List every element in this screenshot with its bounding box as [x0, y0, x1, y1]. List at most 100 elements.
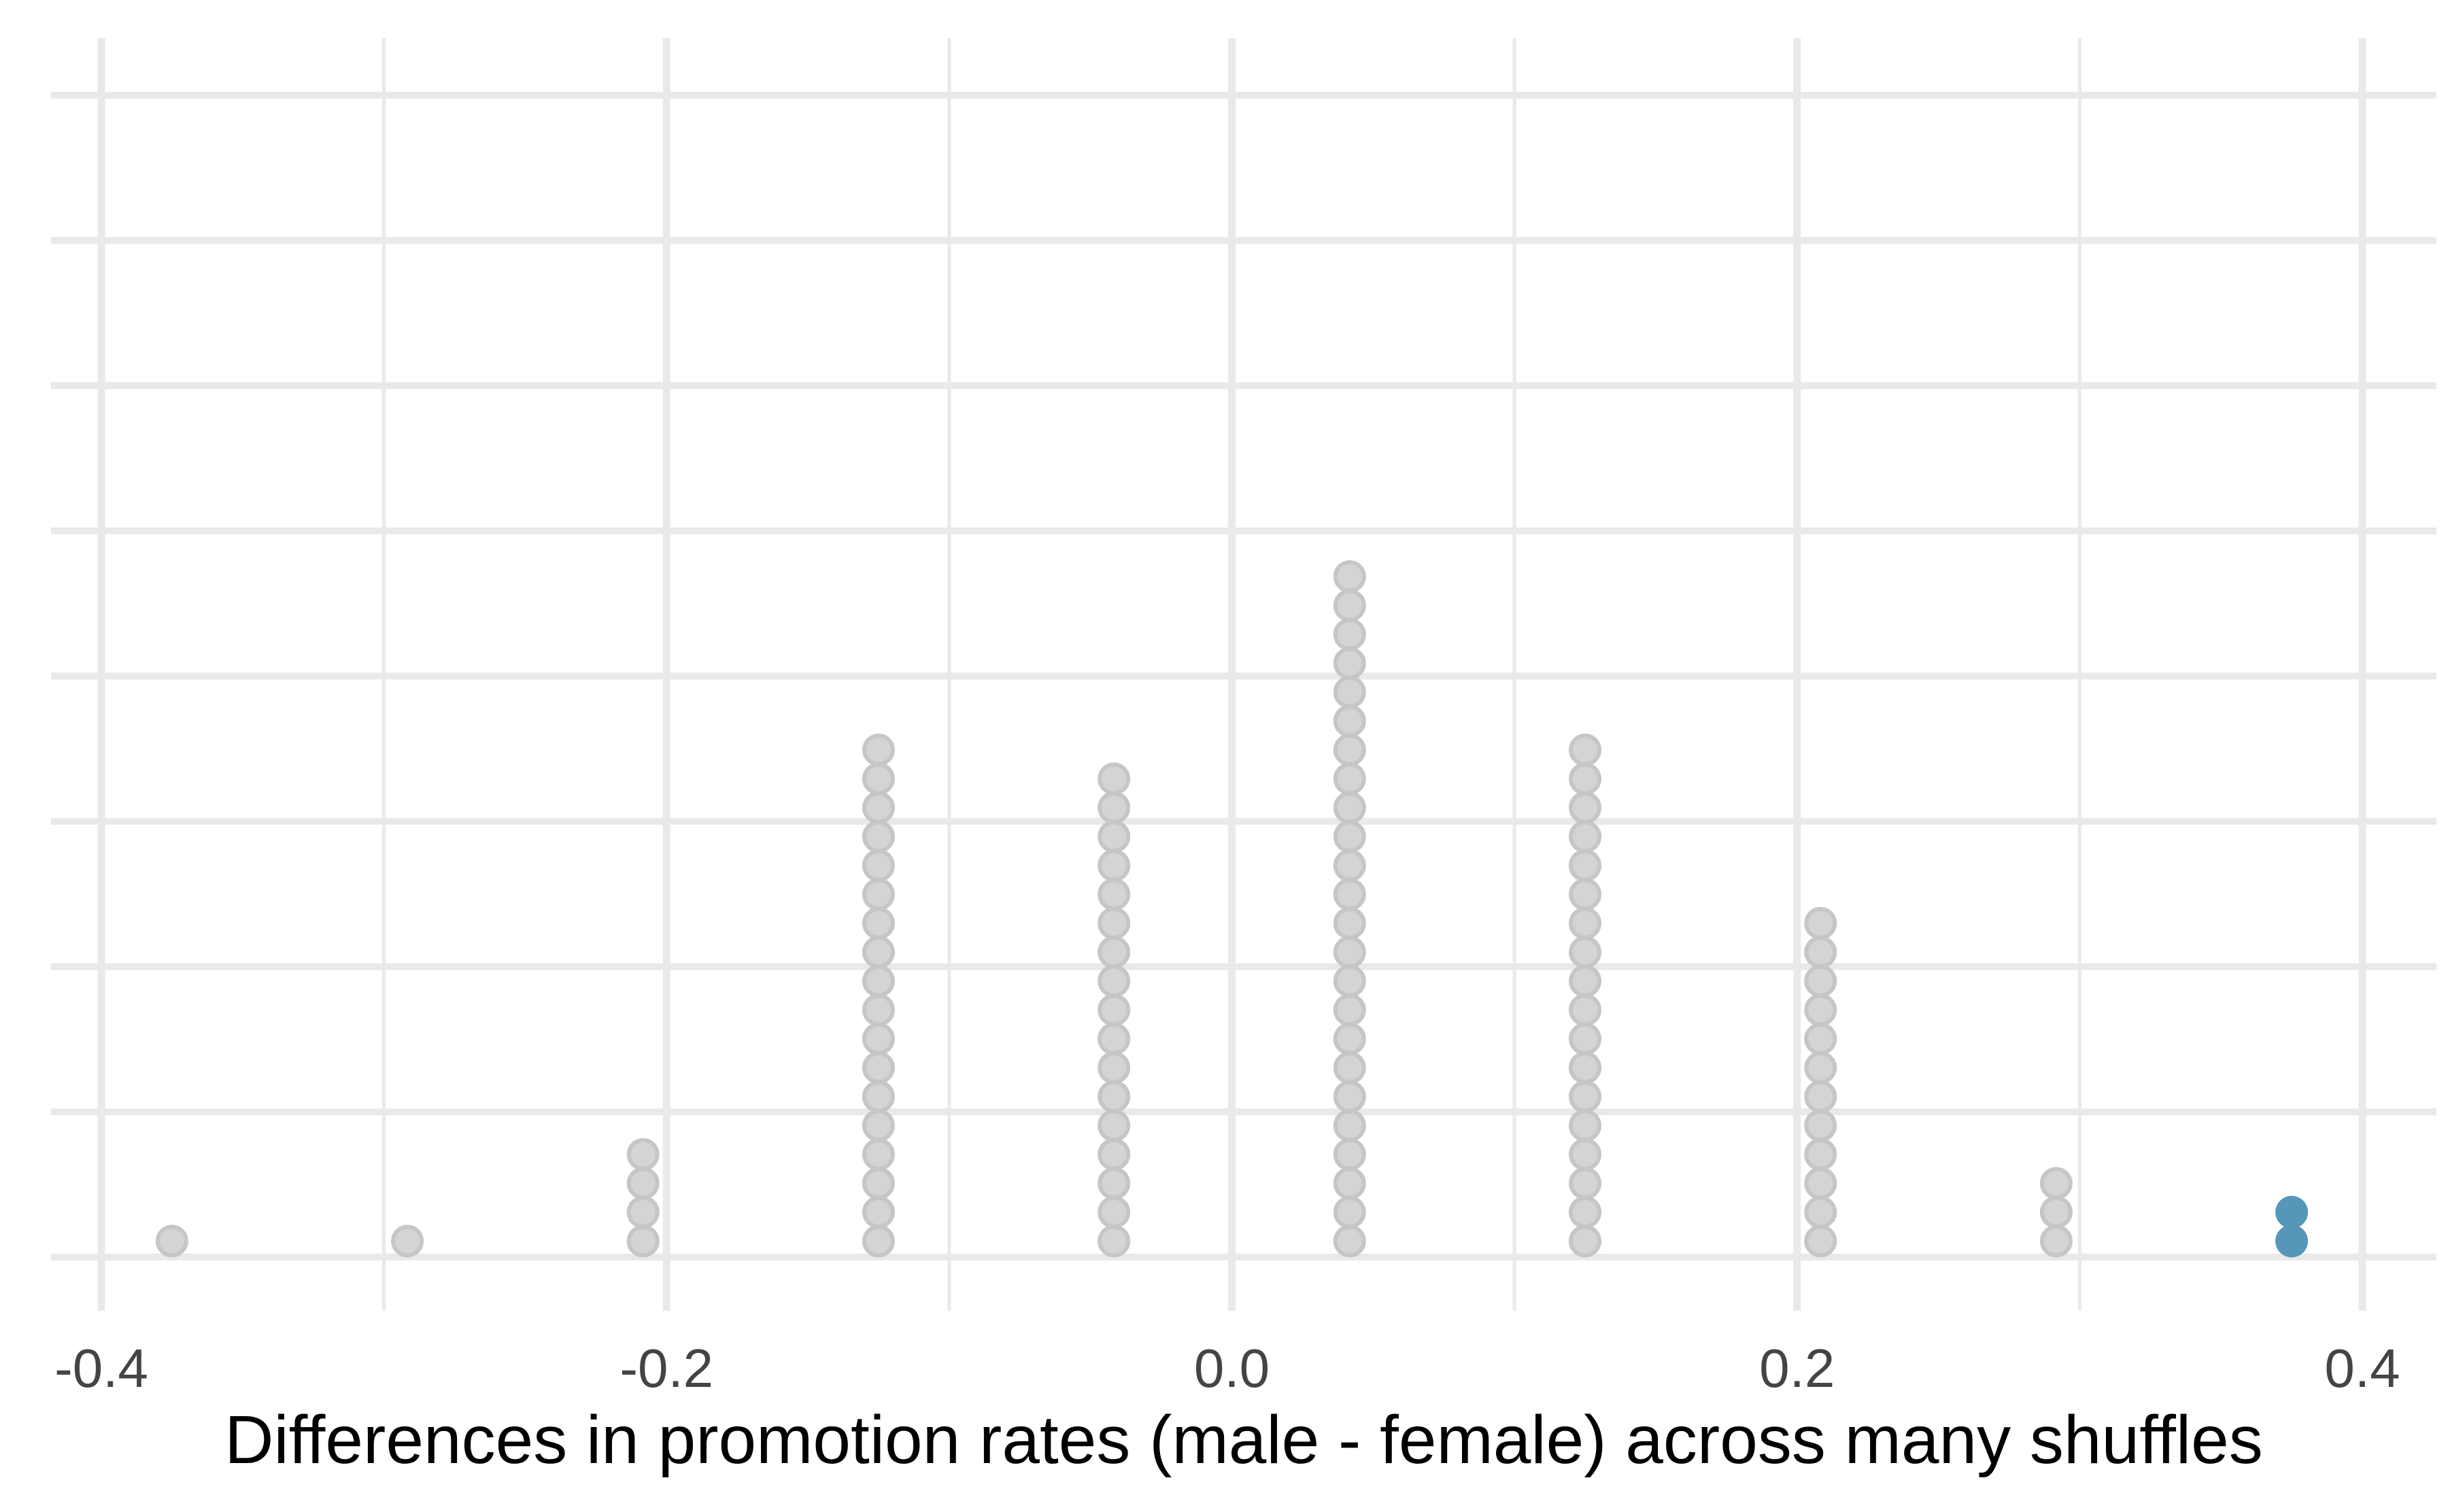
- dot: [1333, 1196, 1366, 1228]
- x-tick-label: 0.2: [1759, 1338, 1835, 1398]
- dot: [1333, 1224, 1366, 1258]
- dot: [1569, 965, 1602, 997]
- dot: [1333, 791, 1366, 824]
- dot: [1569, 1196, 1602, 1228]
- dot-stack: [1804, 907, 1837, 1258]
- dot: [1333, 560, 1366, 593]
- dot: [862, 1196, 895, 1228]
- dot: [1333, 1167, 1366, 1200]
- dot: [862, 1224, 895, 1258]
- dot: [1333, 907, 1366, 940]
- dot: [1804, 1167, 1837, 1200]
- dot: [1333, 1138, 1366, 1171]
- dot: [1569, 1138, 1602, 1171]
- dot: [1098, 1109, 1131, 1142]
- dot: [1804, 993, 1837, 1027]
- dot: [1569, 993, 1602, 1027]
- dot: [1569, 1224, 1602, 1258]
- dot: [1569, 1051, 1602, 1084]
- x-axis-labels: -0.4 -0.2 0.0 0.2 0.4: [54, 1338, 2400, 1398]
- dot: [1333, 1109, 1366, 1142]
- dot: [1569, 935, 1602, 969]
- dot: [391, 1224, 424, 1258]
- dot-stack: [626, 1138, 660, 1258]
- dot: [1569, 820, 1602, 853]
- dot: [1098, 1080, 1131, 1113]
- dot: [862, 907, 895, 940]
- dot-stack: [2275, 1196, 2309, 1258]
- dot: [1804, 1196, 1837, 1228]
- dot: [1804, 1109, 1837, 1142]
- dot: [1569, 1109, 1602, 1142]
- dot: [2039, 1167, 2073, 1200]
- dot: [1333, 1051, 1366, 1084]
- dot: [1804, 907, 1837, 940]
- dot: [626, 1167, 660, 1200]
- dot: [1098, 878, 1131, 911]
- dot-stack: [1333, 560, 1366, 1258]
- dot: [862, 1167, 895, 1200]
- x-axis-title: Differences in promotion rates (male - f…: [224, 1402, 2263, 1478]
- dot: [862, 1138, 895, 1171]
- dot: [862, 878, 895, 911]
- dot: [2039, 1224, 2073, 1258]
- dot: [2039, 1196, 2073, 1228]
- dot: [1333, 676, 1366, 708]
- dot: [1333, 589, 1366, 622]
- dot-stack: [155, 1224, 188, 1258]
- dot: [1569, 878, 1602, 911]
- dot: [1333, 935, 1366, 969]
- dot: [862, 1023, 895, 1055]
- dot-stacks: [155, 560, 2309, 1258]
- dot: [1333, 762, 1366, 795]
- dot: [1333, 993, 1366, 1027]
- x-tick-label: -0.2: [619, 1338, 713, 1398]
- dot: [1333, 965, 1366, 997]
- dot: [862, 849, 895, 882]
- dot: [1804, 935, 1837, 969]
- dot: [1804, 1224, 1837, 1258]
- dot: [1804, 1080, 1837, 1113]
- dot: [1333, 647, 1366, 680]
- dot: [626, 1196, 660, 1228]
- dot: [1098, 791, 1131, 824]
- dot: [1333, 878, 1366, 911]
- highlight-dot: [2275, 1224, 2309, 1258]
- dot: [1569, 791, 1602, 824]
- dot: [155, 1224, 188, 1258]
- dot: [1098, 1224, 1131, 1258]
- highlight-dot: [2275, 1196, 2309, 1228]
- dot: [862, 1051, 895, 1084]
- dot: [1098, 993, 1131, 1027]
- dot: [1569, 907, 1602, 940]
- dot: [1804, 1138, 1837, 1171]
- dot: [1098, 907, 1131, 940]
- dot: [1804, 1051, 1837, 1084]
- dot: [1333, 1080, 1366, 1113]
- dot: [1569, 762, 1602, 795]
- x-tick-label: 0.4: [2324, 1338, 2400, 1398]
- panel-grid: [51, 38, 2436, 1311]
- dot: [1098, 1138, 1131, 1171]
- dot: [626, 1138, 660, 1171]
- dot: [1098, 1196, 1131, 1228]
- dot: [1569, 1023, 1602, 1055]
- dot: [1333, 734, 1366, 766]
- dot: [862, 965, 895, 997]
- x-tick-label: -0.4: [54, 1338, 148, 1398]
- dot: [1098, 935, 1131, 969]
- dot: [1333, 1023, 1366, 1055]
- dot: [1569, 849, 1602, 882]
- dot-stack: [862, 734, 895, 1258]
- dot: [1333, 704, 1366, 738]
- dot: [1098, 1051, 1131, 1084]
- dot: [1098, 762, 1131, 795]
- dot: [626, 1224, 660, 1258]
- dot: [862, 791, 895, 824]
- dot: [1333, 618, 1366, 651]
- dot: [1098, 1023, 1131, 1055]
- dot: [862, 1109, 895, 1142]
- dot: [862, 935, 895, 969]
